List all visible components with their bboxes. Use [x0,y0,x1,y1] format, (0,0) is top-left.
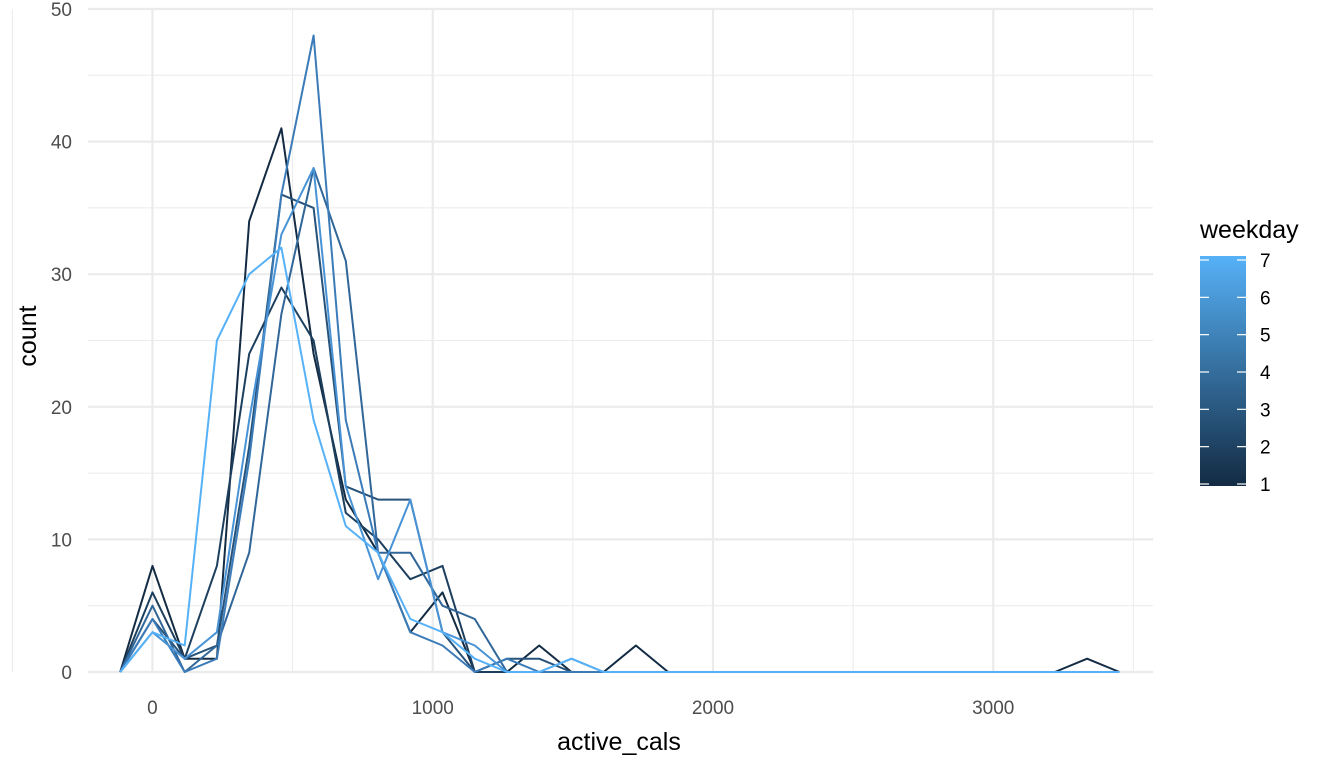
x-tick-label: 3000 [972,698,1014,719]
y-axis-tick-labels: 0 10 20 30 40 50 [51,0,72,684]
legend-label: 2 [1260,438,1271,459]
y-tick-label: 10 [51,530,72,551]
legend-colorbar-labels: 1 2 3 4 5 6 7 [1260,251,1271,496]
legend-label: 3 [1260,400,1271,421]
series-line-weekday-5 [119,34,1120,673]
legend-title: weekday [1199,216,1299,244]
x-tick-label: 2000 [692,698,734,719]
series-line-weekday-2 [119,286,1120,673]
y-tick-label: 40 [51,133,72,154]
y-tick-label: 20 [51,398,72,419]
legend-label: 6 [1260,288,1271,309]
legend-label: 7 [1260,251,1271,272]
series-lines [119,34,1120,673]
x-axis-tick-labels: 0 1000 2000 3000 [147,698,1014,719]
x-tick-label: 1000 [412,698,454,719]
series-line-weekday-1 [119,127,1120,673]
series-line-weekday-4 [119,167,1120,673]
series-line-weekday-7 [119,246,1120,673]
legend-label: 5 [1260,326,1271,347]
x-axis-title: active_cals [557,728,681,756]
legend-colorbar [1200,256,1246,486]
legend-label: 1 [1260,475,1271,496]
y-tick-label: 50 [51,0,72,21]
major-gridlines [88,7,1153,674]
legend-label: 4 [1260,363,1271,384]
series-line-weekday-6 [119,167,1120,673]
y-tick-label: 30 [51,265,72,286]
minor-gridlines [11,9,1153,672]
legend-colorbar-ticks [1200,259,1246,485]
x-tick-label: 0 [147,698,158,719]
y-tick-label: 0 [61,663,72,684]
y-axis-title: count [14,305,42,366]
legend: weekday 1 2 3 4 5 6 7 [1199,216,1299,496]
series-line-weekday-3 [119,193,1120,673]
